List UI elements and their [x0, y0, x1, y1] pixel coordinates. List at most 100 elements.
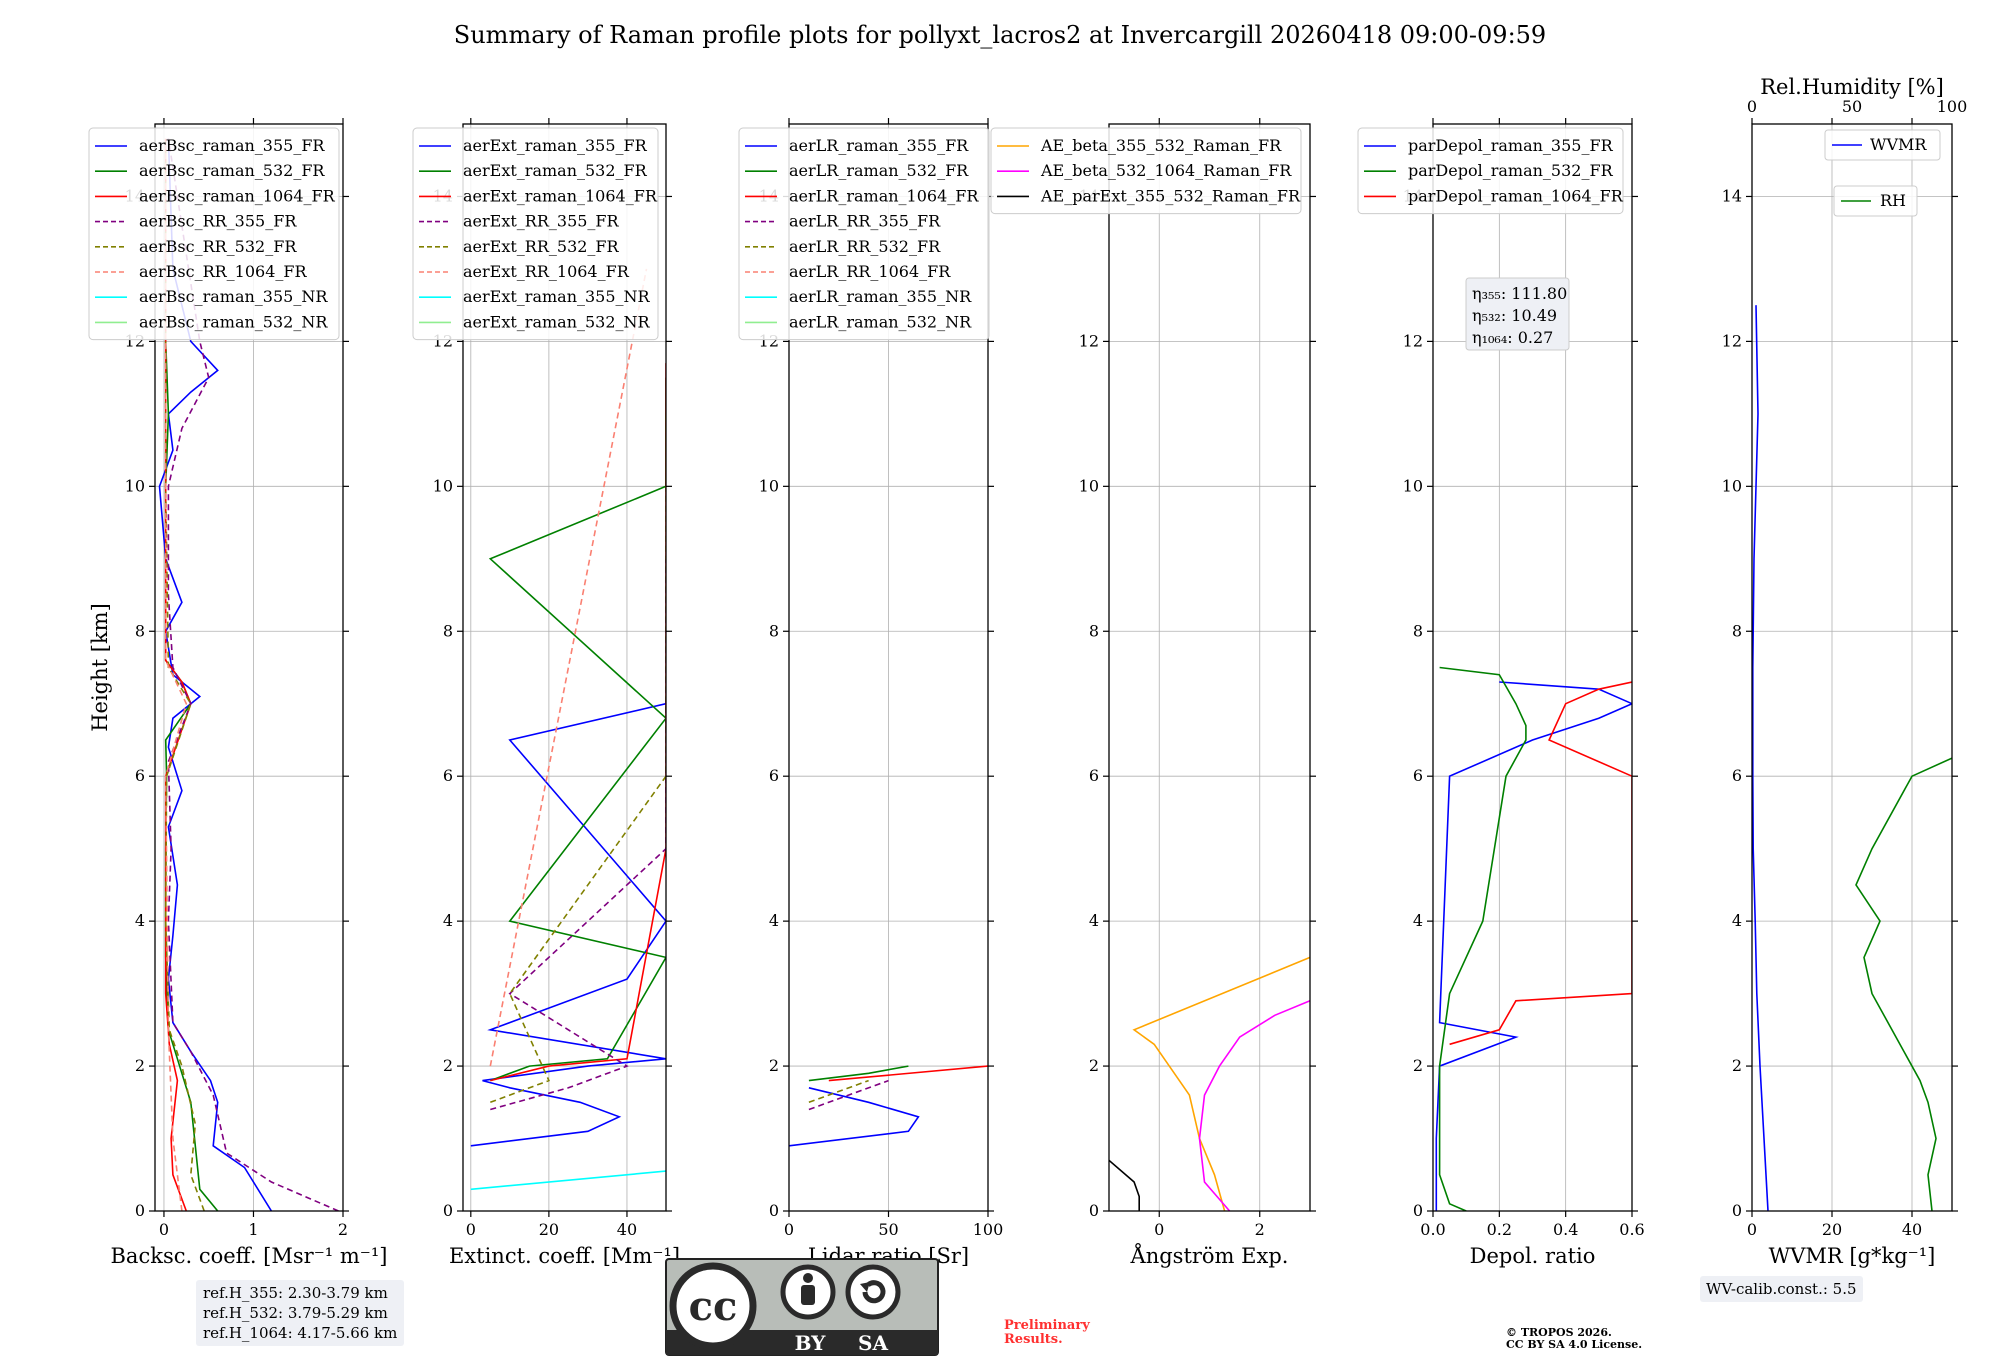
legend-label: aerExt_raman_532_FR: [463, 161, 648, 180]
y-tick-label: 4: [1089, 911, 1099, 930]
x-tick-label: 20: [539, 1220, 559, 1239]
x-tick-label: 0.0: [1420, 1220, 1445, 1239]
series-group: [470, 268, 666, 1191]
series-line-aerLR_raman_532_FR: [808, 1065, 909, 1082]
legend-depolarization: parDepol_raman_355_FR parDepol_raman_532_…: [1357, 127, 1624, 215]
x-tick-label: 0: [159, 1220, 169, 1239]
x-axis-label: Depol. ratio: [1470, 1244, 1596, 1268]
legend-box: [412, 127, 659, 341]
annotation-box: [1465, 277, 1570, 351]
y-tick-label: 4: [1413, 911, 1423, 930]
x-tick-label: 0.2: [1487, 1220, 1512, 1239]
legend-label: aerBsc_RR_532_FR: [139, 237, 297, 256]
panel-wvmr-rh: 0 20 40 0 2 4 6 8 10 12 14 WVMR [g*kg⁻¹] 0 50 100Rel.H…: [1722, 75, 1968, 1268]
series-group: [1109, 956, 1310, 1211]
x-tick-label: 0: [1154, 1220, 1164, 1239]
legend-label: parDepol_raman_532_FR: [1408, 161, 1614, 180]
legend-box: [738, 127, 990, 341]
legend-label: aerLR_raman_1064_FR: [789, 186, 979, 205]
y-tick-label: 2: [1089, 1056, 1099, 1075]
y-tick-label: 6: [769, 766, 779, 785]
legend-label: AE_beta_355_532_Raman_FR: [1040, 136, 1282, 155]
y-tick-label: 0: [1413, 1201, 1423, 1220]
legend-extinction: aerExt_raman_355_FR aerExt_raman_532_FRae…: [412, 127, 659, 341]
series-line-aerLR_RR_532_FR: [808, 1079, 869, 1104]
axes-frame: [462, 123, 667, 1212]
preliminary-line-1: Preliminary: [1004, 1318, 1090, 1333]
y-tick-label: 12: [1079, 331, 1099, 350]
legend-box: [1824, 129, 1941, 161]
legend-label: aerExt_raman_1064_FR: [463, 186, 658, 205]
legend-label: aerBsc_raman_1064_FR: [139, 186, 336, 205]
x-tick-label: 40: [617, 1220, 637, 1239]
secondary-x-tick-label: 50: [1842, 97, 1862, 116]
legend-label: aerLR_RR_532_FR: [789, 237, 941, 256]
legend-box: [990, 127, 1302, 215]
x-axis-label: WVMR [g*kg⁻¹]: [1769, 1244, 1936, 1268]
series-line-aerExt_raman_355_NR: [470, 1170, 666, 1191]
legend-label: parDepol_raman_1064_FR: [1408, 186, 1624, 205]
y-tick-label: 8: [1089, 621, 1099, 640]
series-line-aerLR_raman_1064_FR: [828, 1065, 988, 1082]
y-tick-label: 0: [1732, 1201, 1742, 1220]
y-tick-label: 2: [769, 1056, 779, 1075]
x-tick-label: 40: [1902, 1220, 1922, 1239]
y-tick-label: 8: [443, 621, 453, 640]
series-line-aerExt_RR_355_FR: [490, 558, 666, 1111]
y-tick-label: 4: [1732, 911, 1742, 930]
y-axis-label: Height [km]: [88, 603, 112, 732]
y-tick-label: 8: [1732, 621, 1742, 640]
series-line-aerLR_raman_355_FR: [789, 1087, 920, 1147]
series-line-parDepol_raman_532_FR: [1438, 666, 1527, 1211]
wv-calibration-box: WV-calib.const.: 5.5: [1700, 1276, 1863, 1302]
y-tick-label: 8: [769, 621, 779, 640]
legend-label: aerBsc_RR_1064_FR: [139, 262, 308, 281]
legend-label: aerLR_raman_532_FR: [789, 161, 969, 180]
series-line-aerBsc_RR_532_FR: [164, 138, 205, 1211]
series-line-parDepol_raman_1064_FR: [1449, 681, 1632, 1046]
legend-label: aerBsc_RR_355_FR: [139, 212, 297, 231]
legend-wvmr: WVMR: [1824, 129, 1941, 161]
series-group: [1435, 666, 1632, 1211]
by-label: BY: [795, 1331, 827, 1355]
figure-title: Summary of Raman profile plots for polly…: [454, 21, 1546, 49]
copyright-line-2: CC BY SA 4.0 License.: [1506, 1338, 1643, 1351]
y-tick-label: 0: [1089, 1201, 1099, 1220]
secondary-x-tick-label: 100: [1937, 97, 1968, 116]
ref-h-355: ref.H_355: 2.30-3.79 km: [203, 1284, 388, 1302]
legend-label: aerBsc_raman_355_FR: [139, 136, 325, 155]
legend-lidar-ratio: aerLR_raman_355_FR aerLR_raman_532_FR aerL…: [738, 127, 990, 341]
secondary-x-axis-label: Rel.Humidity [%]: [1760, 75, 1944, 99]
secondary-x-tick-label: 0: [1747, 97, 1757, 116]
series-line-aerExt_RR_1064_FR: [489, 268, 648, 1067]
y-tick-label: 10: [1403, 476, 1423, 495]
panel-depolarization: 0.00.20.40.602468101214Depol. ratioparDe…: [1357, 118, 1645, 1268]
y-tick-label: 8: [135, 621, 145, 640]
x-tick-label: 50: [878, 1220, 898, 1239]
legend-label: aerExt_RR_355_FR: [463, 212, 620, 231]
legend-label: aerBsc_raman_532_FR: [139, 161, 325, 180]
y-tick-label: 8: [1413, 621, 1423, 640]
legend-label: aerExt_raman_532_NR: [463, 312, 651, 331]
series-line-AE_parExt_355_532_Raman_FR: [1109, 1159, 1140, 1211]
ref-h-532: ref.H_532: 3.79-5.29 km: [203, 1304, 388, 1322]
share-alike-icon: [845, 1264, 901, 1320]
panel-extinction: 0204002468101214Extinct. coeff. [Mm⁻¹]ae…: [412, 118, 680, 1268]
panel-lidar-ratio: 05010002468101214Lidar ratio [Sr]aerLR_r…: [738, 118, 1003, 1268]
eta-annotation: η₁₀₆₄: 0.27: [1472, 328, 1553, 347]
legend-label: aerExt_RR_532_FR: [463, 237, 620, 256]
x-axis-label: Backsc. coeff. [Msr⁻¹ m⁻¹]: [111, 1244, 388, 1268]
y-tick-label: 2: [1732, 1056, 1742, 1075]
series-line-aerExt_raman_1064_FR: [490, 363, 666, 1082]
y-tick-label: 6: [1732, 766, 1742, 785]
legend-label: RH: [1880, 191, 1906, 210]
x-tick-label: 1: [248, 1220, 258, 1239]
y-tick-label: 12: [1403, 331, 1423, 350]
legend-label: aerLR_RR_1064_FR: [789, 262, 951, 281]
copyright-note: © TROPOS 2026. CC BY SA 4.0 License.: [1506, 1327, 1642, 1351]
x-tick-label: 0.6: [1619, 1220, 1644, 1239]
legend-rh: RH: [1833, 185, 1918, 217]
legend-label: WVMR: [1870, 135, 1927, 154]
preliminary-results-note: Preliminary Results.: [1004, 1319, 1090, 1347]
